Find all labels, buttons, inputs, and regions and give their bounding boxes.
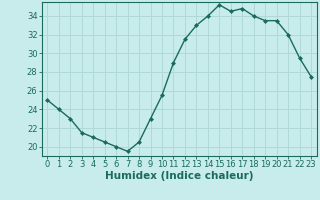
X-axis label: Humidex (Indice chaleur): Humidex (Indice chaleur) xyxy=(105,171,253,181)
